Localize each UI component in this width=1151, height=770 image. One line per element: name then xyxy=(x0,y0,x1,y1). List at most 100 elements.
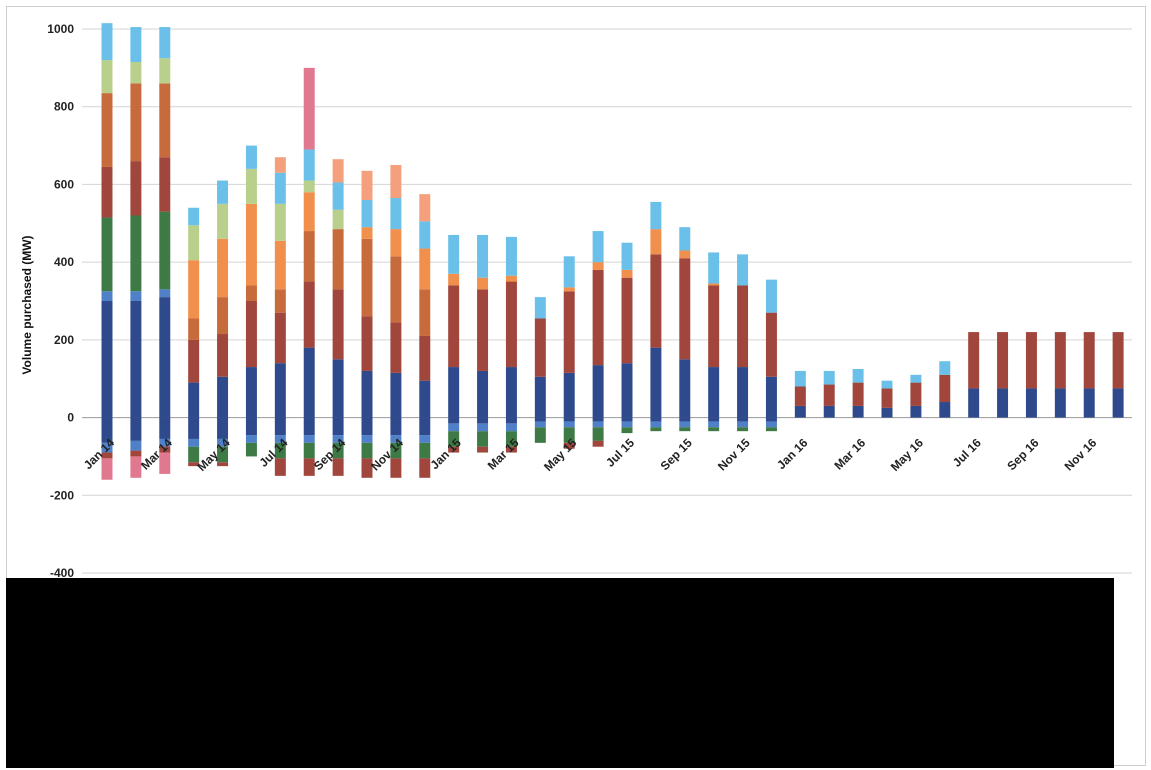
bar-segment-negative xyxy=(448,431,460,447)
bar-segment xyxy=(274,289,286,313)
bar-segment xyxy=(274,157,286,173)
bar-segment xyxy=(130,301,142,418)
bar-segment xyxy=(245,367,257,418)
bar-segment xyxy=(737,254,749,286)
bar-segment-negative xyxy=(448,446,460,453)
bar-segment xyxy=(477,277,489,290)
bar-segment-negative xyxy=(477,446,489,453)
bar-segment xyxy=(881,388,893,408)
bar-segment xyxy=(448,234,460,274)
bar-segment xyxy=(188,260,200,319)
bar-segment xyxy=(101,166,113,218)
bar-segment xyxy=(419,289,431,336)
y-tick-label: -400 xyxy=(50,566,74,580)
bar-segment xyxy=(101,23,113,61)
bar-segment xyxy=(361,199,373,228)
bar-segment xyxy=(448,367,460,418)
bar-segment xyxy=(852,382,864,406)
bar-segment xyxy=(274,203,286,241)
bar-segment xyxy=(188,318,200,340)
bar-segment xyxy=(332,182,344,210)
bar-segment xyxy=(303,347,315,418)
bar-segment-negative xyxy=(477,417,489,424)
bar-segment xyxy=(997,388,1009,418)
bar-segment xyxy=(823,370,835,385)
bar-segment-negative xyxy=(390,442,402,459)
x-tick-label: Mar 15 xyxy=(485,436,522,473)
bar-segment xyxy=(303,149,315,181)
stacked-bar-chart: 1000 800 600 400 200 0 -200 -400 Jan 14 Mar 14 Ma… xyxy=(20,22,1132,580)
bar-segment-negative xyxy=(361,417,373,436)
bar-segment xyxy=(1025,388,1037,418)
bar-segment-negative xyxy=(101,442,113,453)
bar-segment-negative xyxy=(592,427,604,441)
bar-segment xyxy=(1054,388,1066,418)
bar-segment-negative xyxy=(332,458,344,476)
bar-segment-negative xyxy=(708,427,720,432)
y-tick-label: 800 xyxy=(54,100,74,114)
bar-segment-negative xyxy=(101,458,113,480)
bar-segment xyxy=(997,332,1009,389)
bar-segment-negative xyxy=(679,421,691,428)
bar-segment-negative xyxy=(274,442,286,459)
bar-segment xyxy=(679,359,691,418)
bar-segment-negative xyxy=(274,417,286,436)
bar-segment-negative xyxy=(130,456,142,478)
bar-segment xyxy=(563,372,575,418)
bar-segment xyxy=(361,370,373,418)
bar-segment-negative xyxy=(188,462,200,467)
bar-segment xyxy=(563,287,575,292)
bar-segment-negative xyxy=(217,462,229,467)
bar-segment xyxy=(505,367,517,418)
bar-segment xyxy=(303,67,315,150)
bar-segment xyxy=(245,168,257,204)
bar-segment-negative xyxy=(419,442,431,459)
bar-segment-negative xyxy=(390,458,402,478)
bar-segment xyxy=(448,273,460,286)
bar-segment xyxy=(130,291,142,301)
bar-segment-negative xyxy=(130,440,142,451)
bar-segment xyxy=(101,217,113,292)
bar-segment-negative xyxy=(592,440,604,447)
bar-segment xyxy=(1054,332,1066,389)
y-tick-label: 400 xyxy=(54,255,74,269)
bar-segment xyxy=(419,221,431,249)
bar-segment-negative xyxy=(361,458,373,478)
bar-segment-negative xyxy=(708,417,720,422)
x-tick-label: Sep 15 xyxy=(658,436,695,473)
bar-segment xyxy=(361,238,373,317)
bar-segment-negative xyxy=(130,417,142,441)
bar-segment xyxy=(332,159,344,183)
bar-segment-negative xyxy=(563,442,575,449)
bar-segment xyxy=(794,370,806,387)
bar-segment xyxy=(477,234,489,278)
y-tick-label: 1000 xyxy=(47,22,74,36)
bar-segment-negative xyxy=(592,417,604,422)
bar-segment xyxy=(332,209,344,230)
bar-segment xyxy=(303,192,315,232)
bar-segment xyxy=(910,405,922,418)
bar-segment xyxy=(217,203,229,239)
bar-segment xyxy=(130,62,142,84)
bar-segment xyxy=(419,335,431,381)
bar-segment-negative xyxy=(332,417,344,436)
bar-segment xyxy=(245,285,257,301)
bar-segment xyxy=(245,145,257,169)
y-tick-label: -200 xyxy=(50,488,74,502)
bar-segment xyxy=(968,388,980,418)
bar-segment xyxy=(881,407,893,418)
bar-segment xyxy=(1083,388,1095,418)
bar-segment-negative xyxy=(159,452,171,474)
bar-segment-negative xyxy=(101,417,113,443)
bar-segment-negative xyxy=(477,431,489,447)
bar-segment xyxy=(1083,332,1095,389)
bar-segment xyxy=(390,198,402,230)
bar-segment xyxy=(708,252,720,284)
bar-segment xyxy=(765,312,777,377)
bar-segment xyxy=(852,405,864,418)
bar-segment xyxy=(765,376,777,418)
bar-segment xyxy=(939,374,951,403)
bar-segment xyxy=(130,27,142,63)
bar-segment xyxy=(101,291,113,301)
bar-segment xyxy=(217,180,229,204)
